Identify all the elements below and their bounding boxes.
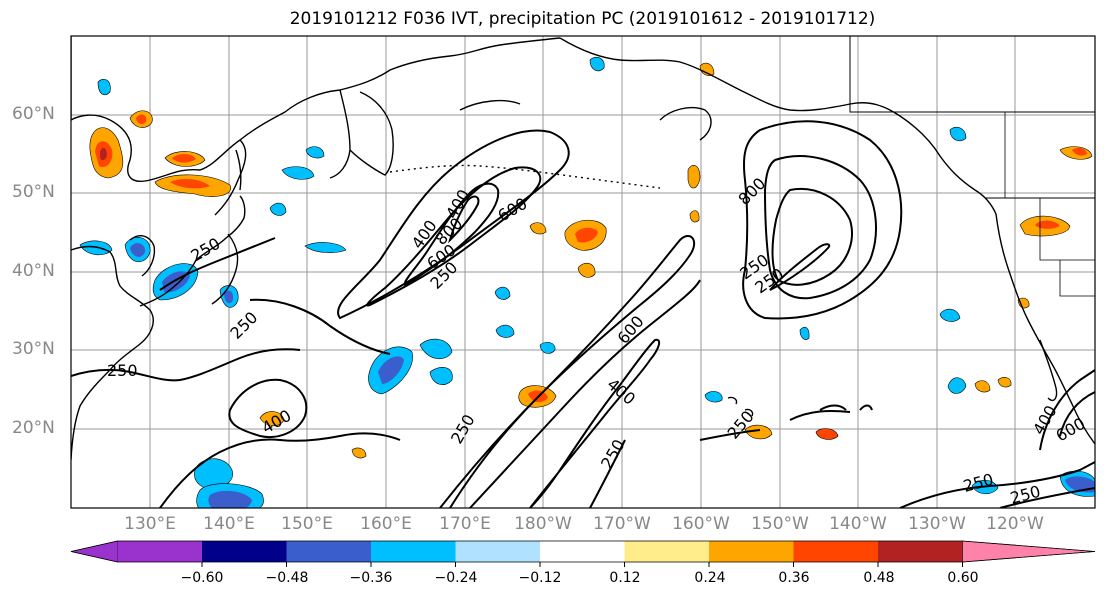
precip-patches <box>79 56 1095 508</box>
lon-label: 140°E <box>203 514 255 534</box>
colorbar-segment <box>709 541 794 562</box>
colorbar-extension-high <box>962 540 1096 563</box>
colorbar-tick-label: −0.60 <box>180 570 224 586</box>
lat-label: 60°N <box>12 104 55 124</box>
lon-label: 150°W <box>751 514 809 534</box>
lon-label: 160°W <box>672 514 730 534</box>
lon-label: 120°W <box>986 514 1044 534</box>
colorbar-tick-label: 0.12 <box>609 570 641 586</box>
lon-label: 170°E <box>439 514 491 534</box>
map-frame <box>70 35 1096 509</box>
map-title: 2019101212 F036 IVT, precipitation PC (2… <box>289 9 876 29</box>
colorbar-segment <box>117 541 202 562</box>
colorbar-segment <box>793 541 878 562</box>
lon-label: 140°W <box>829 514 887 534</box>
lon-label: 180°W <box>514 514 572 534</box>
lon-label: 130°W <box>908 514 966 534</box>
colorbar-tick-label: 0.48 <box>863 570 895 586</box>
colorbar-tick-label: −0.24 <box>434 570 478 586</box>
colorbar-extension-low <box>70 540 118 563</box>
lon-label: 130°E <box>124 514 176 534</box>
colorbar-segment <box>286 541 371 562</box>
colorbar-outline <box>70 540 1096 563</box>
lat-label: 20°N <box>12 418 55 438</box>
colorbar <box>70 540 1096 567</box>
colorbar-tick-label: −0.36 <box>349 570 393 586</box>
lat-label: 30°N <box>12 339 55 359</box>
colorbar-segment <box>371 541 456 562</box>
lat-label: 50°N <box>12 182 55 202</box>
title-container: 2019101212 F036 IVT, precipitation PC (2… <box>0 0 1105 34</box>
colorbar-tick-label: −0.12 <box>518 570 562 586</box>
coastlines <box>71 36 1095 461</box>
colorbar-tick-label: 0.24 <box>694 570 726 586</box>
colorbar-segment <box>202 541 287 562</box>
colorbar-tick-label: 0.36 <box>778 570 810 586</box>
ivt-contours <box>71 120 1095 508</box>
lon-label: 150°E <box>281 514 333 534</box>
contour-label: 250 <box>107 361 138 380</box>
colorbar-segment <box>624 541 709 562</box>
lon-label: 170°W <box>593 514 651 534</box>
lon-label: 160°E <box>360 514 412 534</box>
colorbar-segment <box>455 541 540 562</box>
colorbar-segment <box>878 541 963 562</box>
colorbar-tick-label: −0.48 <box>265 570 309 586</box>
colorbar-tick-label: 0.60 <box>947 570 979 586</box>
colorbar-segment <box>540 541 625 562</box>
lat-label: 40°N <box>12 261 55 281</box>
